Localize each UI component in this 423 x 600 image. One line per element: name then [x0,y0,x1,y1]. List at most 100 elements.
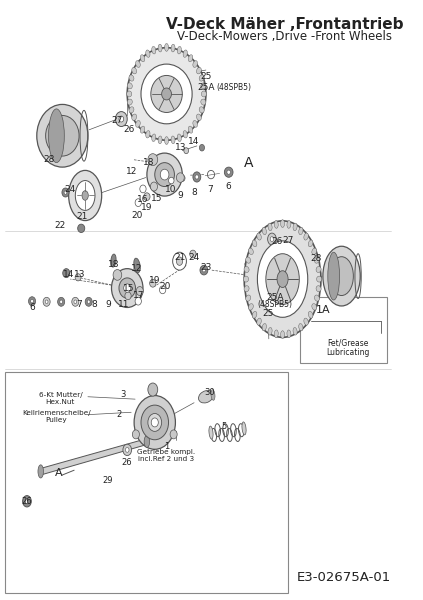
Text: 22: 22 [54,221,65,230]
Ellipse shape [124,284,131,292]
Text: 13: 13 [74,271,86,280]
Ellipse shape [165,137,168,145]
Ellipse shape [135,298,141,305]
Ellipse shape [159,286,166,294]
Ellipse shape [132,114,137,121]
Ellipse shape [268,328,272,335]
Ellipse shape [140,185,146,193]
Ellipse shape [257,233,261,240]
Circle shape [75,181,95,211]
Ellipse shape [293,328,297,335]
Ellipse shape [144,193,150,200]
Text: 15: 15 [124,284,135,293]
Text: 15: 15 [151,194,162,203]
Ellipse shape [60,300,63,304]
Ellipse shape [162,88,171,100]
Text: 29: 29 [102,476,113,485]
Text: 13: 13 [175,143,186,152]
Ellipse shape [183,131,187,138]
Ellipse shape [197,67,201,74]
Ellipse shape [200,265,208,275]
Ellipse shape [136,287,143,296]
Ellipse shape [287,330,291,338]
Ellipse shape [37,104,88,167]
Ellipse shape [293,223,297,230]
Text: 9: 9 [105,300,111,309]
Ellipse shape [280,331,285,338]
Text: 26: 26 [124,125,135,134]
Ellipse shape [63,269,70,278]
Ellipse shape [134,395,176,449]
Text: 30: 30 [204,388,215,397]
Ellipse shape [146,131,150,138]
Ellipse shape [183,50,187,57]
Ellipse shape [151,182,157,191]
Text: Getriebe kompl.
incl.Ref 2 und 3: Getriebe kompl. incl.Ref 2 und 3 [137,449,195,462]
Text: 6: 6 [29,302,35,311]
Text: 18: 18 [108,260,119,269]
Ellipse shape [193,172,201,182]
Ellipse shape [257,318,261,325]
Ellipse shape [171,44,175,52]
Ellipse shape [144,436,150,448]
Ellipse shape [123,444,132,455]
Text: 25: 25 [200,71,212,80]
Ellipse shape [85,298,92,306]
Ellipse shape [201,91,206,97]
Ellipse shape [248,304,253,310]
Ellipse shape [115,112,127,127]
Ellipse shape [299,323,303,331]
Ellipse shape [31,299,33,303]
Ellipse shape [25,499,29,503]
Ellipse shape [176,173,184,182]
Ellipse shape [28,297,36,305]
Ellipse shape [173,252,187,270]
Ellipse shape [277,271,288,287]
Text: 2: 2 [117,410,122,419]
Ellipse shape [262,323,266,331]
Text: A: A [244,155,253,170]
Ellipse shape [268,233,276,245]
FancyBboxPatch shape [5,371,288,593]
Ellipse shape [252,240,257,247]
Text: 16: 16 [137,195,149,204]
Text: (48SPB5): (48SPB5) [216,83,251,92]
Ellipse shape [177,46,181,54]
Ellipse shape [244,276,249,282]
Text: 20: 20 [159,283,170,292]
Text: 8: 8 [191,188,197,197]
Ellipse shape [197,114,201,121]
Ellipse shape [129,107,134,113]
Ellipse shape [246,295,251,301]
Ellipse shape [188,55,193,62]
Ellipse shape [119,116,124,122]
Ellipse shape [308,240,313,247]
Ellipse shape [158,44,162,52]
Ellipse shape [184,148,189,154]
Ellipse shape [242,422,246,435]
Ellipse shape [246,257,251,263]
Ellipse shape [316,286,321,292]
Ellipse shape [119,278,135,298]
Text: Fet/Grease
Lubricating: Fet/Grease Lubricating [326,338,369,358]
Text: E3-02675A-01: E3-02675A-01 [297,571,391,584]
Ellipse shape [227,170,231,174]
Ellipse shape [199,75,204,81]
Ellipse shape [49,109,64,163]
Ellipse shape [132,430,140,439]
Text: (48SPB5): (48SPB5) [257,300,292,309]
Text: 1: 1 [164,442,169,451]
Text: 3: 3 [121,390,126,399]
Ellipse shape [155,163,174,187]
Ellipse shape [266,254,299,304]
Ellipse shape [129,75,134,81]
Ellipse shape [258,241,308,317]
Ellipse shape [270,236,274,241]
Ellipse shape [171,136,175,143]
Circle shape [82,191,88,200]
Text: 7: 7 [207,185,213,194]
Text: 1A: 1A [316,305,331,315]
Text: Keilriemenscheibe/
Pulley: Keilriemenscheibe/ Pulley [22,410,91,423]
Ellipse shape [274,330,278,338]
Text: 14: 14 [63,270,74,279]
